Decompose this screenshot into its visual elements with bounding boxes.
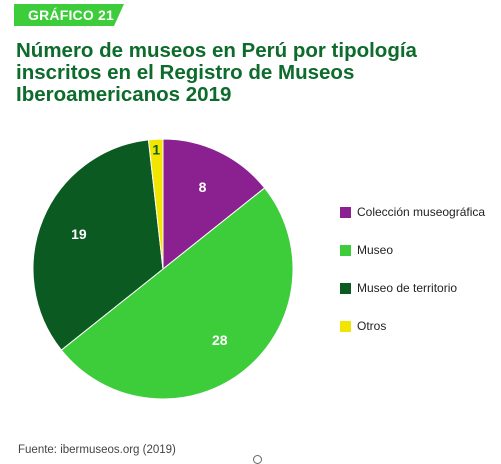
scroll-indicator — [253, 455, 262, 464]
badge-label: GRÁFICO 21 — [28, 7, 115, 23]
legend-label: Otros — [357, 319, 387, 333]
pie-slice-territorio — [32, 139, 164, 351]
data-label-museo: 28 — [212, 332, 228, 348]
chart-title-line-2: inscritos en el Registro de Museos — [16, 61, 355, 84]
legend-item-museo: Museo — [340, 241, 485, 259]
source-note: Fuente: ibermuseos.org (2019) — [18, 444, 176, 456]
pie-slice-museo — [60, 187, 294, 400]
chart-legend: Colección museográfica Museo Museo de te… — [340, 203, 485, 355]
legend-swatch — [340, 282, 351, 294]
chart-title-line-1: Número de museos en Perú por tipología — [16, 39, 417, 62]
legend-item-coleccion: Colección museográfica — [340, 203, 485, 221]
legend-item-territorio: Museo de territorio — [340, 279, 485, 297]
legend-label: Museo — [357, 243, 394, 257]
legend-label: Colección museográfica — [357, 205, 486, 219]
pie-slice-otros — [147, 138, 164, 270]
legend-label: Museo de territorio — [357, 281, 458, 295]
badge-shape — [14, 4, 124, 26]
legend-swatch — [340, 320, 351, 332]
legend-swatch — [340, 244, 351, 256]
legend-item-otros: Otros — [340, 317, 485, 335]
data-label-coleccion: 8 — [199, 179, 207, 195]
chart-title: Número de museos en Perú por tipología i… — [16, 40, 486, 106]
pie-slice-coleccion — [162, 138, 266, 271]
legend-swatch — [340, 206, 351, 218]
chart-title-line-3: Iberoamericanos 2019 — [16, 83, 232, 106]
data-label-territorio: 19 — [71, 226, 87, 242]
chart-badge: GRÁFICO 21 — [14, 4, 124, 26]
data-label-otros: 1 — [152, 142, 160, 158]
